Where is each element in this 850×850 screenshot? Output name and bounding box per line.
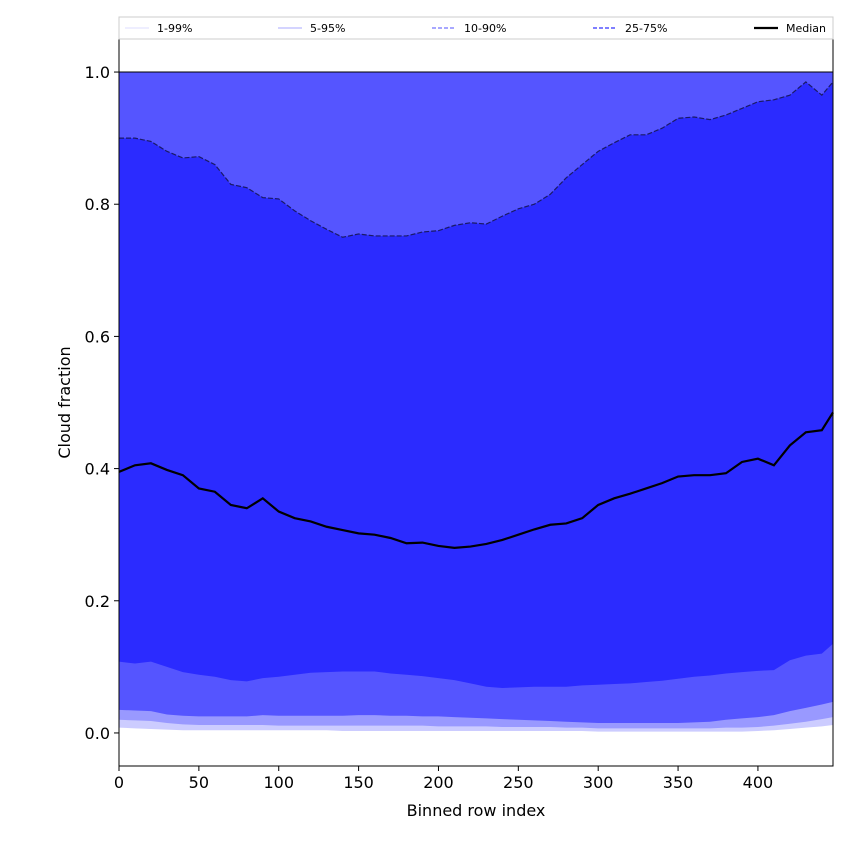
y-tick-label: 1.0 [85, 63, 110, 82]
legend-label: 1-99% [157, 22, 192, 35]
legend-label: Median [786, 22, 826, 35]
x-tick-label: 0 [114, 773, 124, 792]
x-tick-label: 200 [423, 773, 454, 792]
line-median [118, 411, 834, 550]
line-75-percentile [119, 81, 834, 238]
x-tick-label: 350 [663, 773, 694, 792]
x-tick-label: 150 [343, 773, 374, 792]
y-tick-label: 0.0 [85, 724, 110, 743]
x-tick-label: 50 [189, 773, 209, 792]
x-tick-label: 300 [583, 773, 614, 792]
legend-label: 25-75% [625, 22, 667, 35]
percentile-bands [119, 72, 833, 732]
y-tick-label: 0.6 [85, 327, 110, 346]
x-axis-label: Binned row index [407, 801, 546, 820]
band-25-75 [119, 81, 833, 689]
x-tick-label: 100 [263, 773, 294, 792]
legend-label: 5-95% [310, 22, 345, 35]
legend-label: 10-90% [464, 22, 506, 35]
y-tick-label: 0.8 [85, 195, 110, 214]
x-tick-label: 400 [743, 773, 774, 792]
legend-box [118, 16, 834, 40]
x-tick-label: 250 [503, 773, 534, 792]
y-tick-label: 0.2 [85, 592, 110, 611]
y-axis-label: Cloud fraction [55, 346, 74, 458]
legend: 1-99% 5-95% 10-90% 25-75% Median [118, 16, 834, 40]
series-lines [118, 71, 834, 550]
y-tick-label: 0.4 [85, 460, 110, 479]
